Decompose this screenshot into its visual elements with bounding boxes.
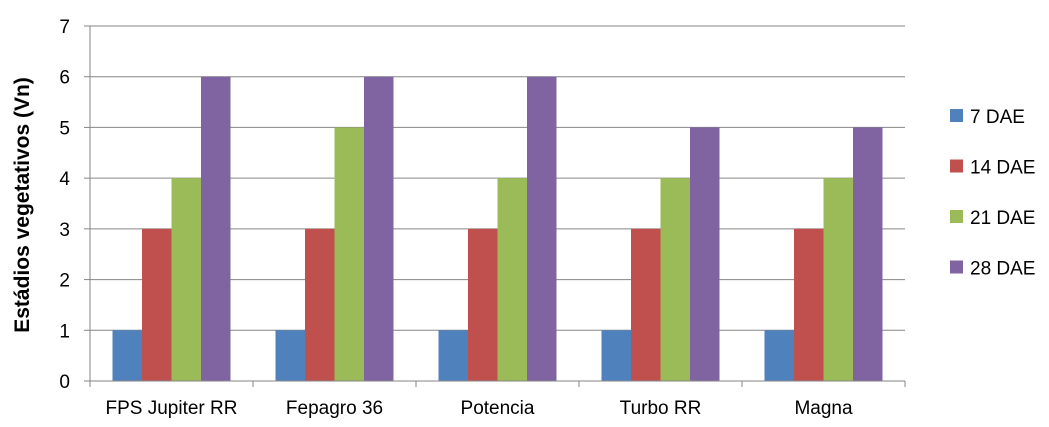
y-tick-label: 2 <box>59 271 70 292</box>
x-tick-label: Turbo RR <box>620 398 702 419</box>
legend-label: 7 DAE <box>970 107 1025 128</box>
bar-21-dae-4 <box>823 178 853 381</box>
bar-14-dae-1 <box>305 228 335 381</box>
x-tick-label: Magna <box>794 398 853 419</box>
legend: 7 DAE 14 DAE 21 DAE 28 DAE <box>950 107 1035 280</box>
bar-7-dae-2 <box>438 330 468 381</box>
bar-14-dae-3 <box>631 228 661 381</box>
y-tick-label: 5 <box>59 118 70 139</box>
bar-7-dae-3 <box>601 330 631 381</box>
bar-14-dae-2 <box>468 228 498 381</box>
y-tick-label: 7 <box>59 17 70 38</box>
x-tick-label: Potencia <box>461 398 535 419</box>
y-axis-label: Estádios vegetativos (Vn) <box>11 77 34 333</box>
bar-28-dae-3 <box>690 127 720 381</box>
bar-21-dae-0 <box>171 178 201 381</box>
x-tick-labels: FPS Jupiter RR Fepagro 36 Potencia Turbo RR… <box>106 398 853 419</box>
bar-28-dae-4 <box>853 127 883 381</box>
y-tick-label: 1 <box>59 321 70 342</box>
bars <box>112 76 883 381</box>
legend-swatch <box>950 260 963 274</box>
y-tick-label: 3 <box>59 220 70 241</box>
legend-label: 14 DAE <box>970 158 1035 179</box>
y-tick-label: 0 <box>59 372 70 393</box>
bar-7-dae-1 <box>275 330 305 381</box>
bar-7-dae-0 <box>112 330 142 381</box>
legend-label: 28 DAE <box>970 259 1035 280</box>
legend-swatch <box>950 109 963 122</box>
bar-28-dae-1 <box>364 76 394 381</box>
bar-28-dae-2 <box>527 76 557 381</box>
y-tick-labels: 0 1 2 3 4 5 6 7 <box>59 17 70 393</box>
y-tick-label: 6 <box>59 68 70 89</box>
bar-28-dae-0 <box>201 76 231 381</box>
bar-21-dae-3 <box>660 178 690 381</box>
axes <box>84 25 906 387</box>
bar-7-dae-4 <box>764 330 794 381</box>
bar-21-dae-2 <box>497 178 527 381</box>
y-tick-label: 4 <box>59 169 70 190</box>
x-tick-label: FPS Jupiter RR <box>106 398 238 419</box>
legend-swatch <box>950 159 963 173</box>
legend-swatch <box>950 210 963 223</box>
bar-21-dae-1 <box>334 127 364 381</box>
bar-14-dae-0 <box>142 228 172 381</box>
bar-14-dae-4 <box>794 228 824 381</box>
x-tick-label: Fepagro 36 <box>286 398 383 419</box>
legend-label: 21 DAE <box>970 208 1035 229</box>
